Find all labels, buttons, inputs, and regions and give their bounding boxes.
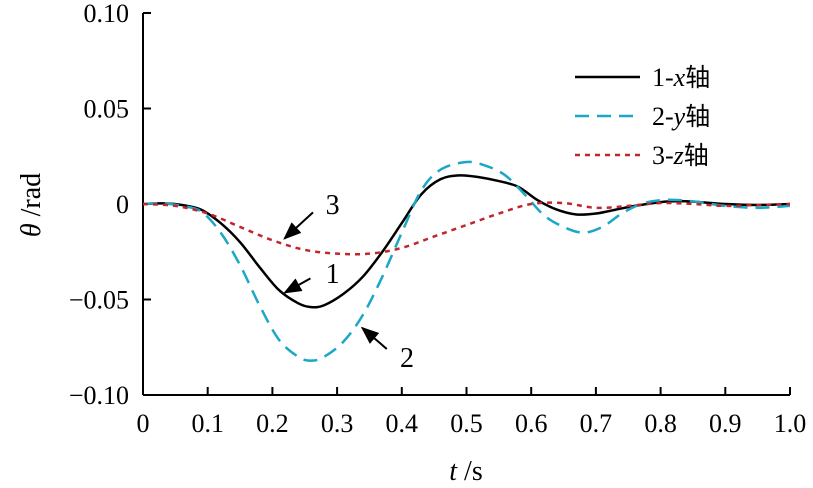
y-tick-label: 0.10 — [84, 0, 130, 28]
y-axis-title: θ /rad — [16, 173, 47, 237]
x-tick-label: 0.7 — [580, 409, 613, 438]
x-tick-label: 0.2 — [256, 409, 289, 438]
y-tick-label: −0.05 — [69, 286, 129, 315]
x-tick-label: 0.1 — [191, 409, 224, 438]
callout-label-1: 1 — [326, 259, 340, 290]
legend-entry-3: 3-z轴 — [652, 141, 709, 170]
legend-entry-1: 1-x轴 — [652, 63, 710, 92]
x-tick-label: 0.4 — [386, 409, 419, 438]
x-tick-label: 0.5 — [450, 409, 483, 438]
x-axis-title: t /s — [449, 456, 482, 487]
x-axis-unit: /s — [457, 456, 483, 487]
legend-entry-2: 2-y轴 — [652, 102, 710, 131]
x-ticks: 0 0.1 0.2 0.3 0.4 0.5 0.6 0.7 0.8 0.9 1.0 — [137, 387, 807, 438]
series-line-2-y — [142, 160, 791, 362]
callout-arrow-3 — [283, 211, 314, 240]
x-tick-label: 1.0 — [774, 409, 807, 438]
y-axis-unit: /rad — [16, 173, 47, 224]
x-tick-label: 0.3 — [321, 409, 354, 438]
x-tick-label: 0.9 — [709, 409, 742, 438]
series-line-1-x — [142, 174, 791, 309]
x-tick-label: 0 — [137, 409, 150, 438]
x-axis-variable: t — [449, 456, 458, 487]
y-axis-variable: θ — [16, 223, 47, 237]
y-tick-label: 0 — [116, 190, 129, 219]
y-ticks: −0.10 −0.05 0 0.05 0.10 — [69, 0, 151, 410]
series-layer — [142, 160, 791, 362]
x-tick-label: 0.8 — [644, 409, 677, 438]
callout-arrow-2 — [360, 326, 388, 350]
callout-label-3: 3 — [326, 190, 340, 221]
y-tick-label: 0.05 — [84, 95, 130, 124]
series-line-3-z — [142, 201, 791, 256]
annotation-layer: 1 2 3 — [283, 190, 414, 374]
callout-arrow-1 — [283, 277, 311, 294]
x-tick-label: 0.6 — [515, 409, 548, 438]
legend: 1-x轴 2-y轴 3-z轴 — [575, 63, 710, 170]
y-tick-label: −0.10 — [69, 381, 129, 410]
callout-label-2: 2 — [400, 343, 414, 374]
